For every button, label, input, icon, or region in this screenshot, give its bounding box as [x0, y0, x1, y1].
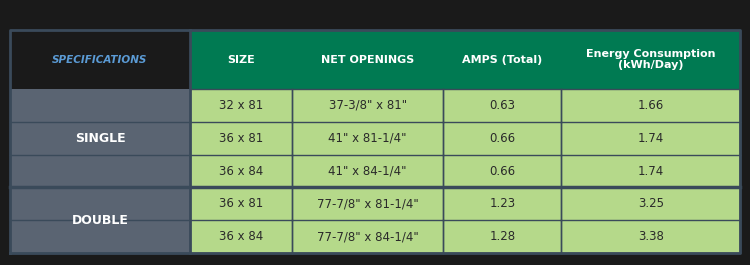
Text: 36 x 81: 36 x 81	[219, 197, 263, 210]
FancyBboxPatch shape	[562, 30, 740, 89]
FancyBboxPatch shape	[10, 122, 190, 155]
Text: 41" x 84-1/4": 41" x 84-1/4"	[328, 165, 406, 178]
FancyBboxPatch shape	[292, 122, 443, 155]
Text: 1.74: 1.74	[638, 132, 664, 145]
Text: SINGLE: SINGLE	[75, 132, 125, 145]
Text: 3.38: 3.38	[638, 230, 664, 243]
FancyBboxPatch shape	[562, 155, 740, 187]
Text: DOUBLE: DOUBLE	[71, 214, 128, 227]
FancyBboxPatch shape	[10, 30, 740, 253]
Text: 0.66: 0.66	[489, 165, 515, 178]
Text: SIZE: SIZE	[227, 55, 255, 64]
FancyBboxPatch shape	[10, 30, 190, 89]
FancyBboxPatch shape	[10, 187, 190, 220]
Text: 3.25: 3.25	[638, 197, 664, 210]
Text: 36 x 84: 36 x 84	[219, 230, 263, 243]
Text: 0.66: 0.66	[489, 132, 515, 145]
FancyBboxPatch shape	[292, 220, 443, 253]
Text: 77-7/8" x 81-1/4": 77-7/8" x 81-1/4"	[316, 197, 419, 210]
FancyBboxPatch shape	[443, 187, 562, 220]
FancyBboxPatch shape	[292, 89, 443, 122]
Text: 1.66: 1.66	[638, 99, 664, 112]
Text: 77-7/8" x 84-1/4": 77-7/8" x 84-1/4"	[316, 230, 419, 243]
FancyBboxPatch shape	[190, 187, 292, 220]
FancyBboxPatch shape	[10, 89, 190, 122]
Text: 1.74: 1.74	[638, 165, 664, 178]
FancyBboxPatch shape	[443, 220, 562, 253]
FancyBboxPatch shape	[10, 155, 190, 187]
FancyBboxPatch shape	[190, 89, 292, 122]
Text: 0.63: 0.63	[489, 99, 515, 112]
Text: 32 x 81: 32 x 81	[219, 99, 263, 112]
Text: SPECIFICATIONS: SPECIFICATIONS	[53, 55, 148, 64]
Text: NET OPENINGS: NET OPENINGS	[321, 55, 414, 64]
FancyBboxPatch shape	[292, 155, 443, 187]
FancyBboxPatch shape	[443, 122, 562, 155]
FancyBboxPatch shape	[562, 187, 740, 220]
Text: 36 x 84: 36 x 84	[219, 165, 263, 178]
Text: 37-3/8" x 81": 37-3/8" x 81"	[328, 99, 406, 112]
FancyBboxPatch shape	[292, 187, 443, 220]
FancyBboxPatch shape	[562, 220, 740, 253]
FancyBboxPatch shape	[292, 30, 443, 89]
FancyBboxPatch shape	[443, 155, 562, 187]
Text: AMPS (Total): AMPS (Total)	[462, 55, 542, 64]
Text: 36 x 81: 36 x 81	[219, 132, 263, 145]
FancyBboxPatch shape	[190, 30, 292, 89]
Text: 1.23: 1.23	[489, 197, 515, 210]
FancyBboxPatch shape	[190, 155, 292, 187]
FancyBboxPatch shape	[443, 89, 562, 122]
FancyBboxPatch shape	[10, 220, 190, 253]
FancyBboxPatch shape	[562, 122, 740, 155]
FancyBboxPatch shape	[190, 122, 292, 155]
FancyBboxPatch shape	[190, 220, 292, 253]
Text: Energy Consumption
(kWh/Day): Energy Consumption (kWh/Day)	[586, 49, 716, 70]
Text: 1.28: 1.28	[489, 230, 515, 243]
FancyBboxPatch shape	[562, 89, 740, 122]
Text: 41" x 81-1/4": 41" x 81-1/4"	[328, 132, 406, 145]
FancyBboxPatch shape	[443, 30, 562, 89]
